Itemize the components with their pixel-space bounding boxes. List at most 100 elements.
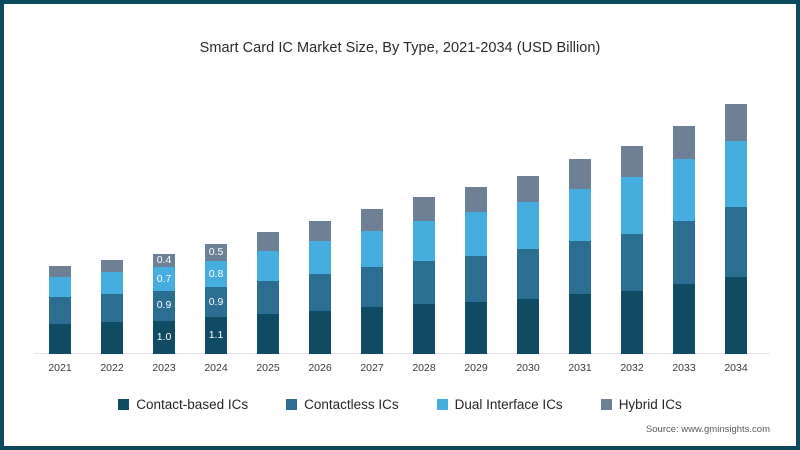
bar-segment[interactable]	[361, 209, 383, 231]
bar-segment[interactable]	[621, 177, 643, 235]
bar-value-label: 1.1	[208, 329, 224, 342]
bar-segment[interactable]	[673, 159, 695, 221]
stacked-bar[interactable]: 0.5 0.8 0.9 1.1	[205, 244, 227, 354]
bar-segment[interactable]	[673, 220, 695, 284]
stacked-bar[interactable]	[569, 159, 591, 354]
stacked-bar[interactable]	[257, 232, 279, 354]
bar-segment[interactable]	[621, 145, 643, 178]
x-tick-2029: 2029	[464, 362, 488, 374]
stacked-bar[interactable]	[725, 104, 747, 354]
stacked-bar[interactable]	[49, 265, 71, 354]
stacked-bar[interactable]	[309, 220, 331, 354]
bar-segment[interactable]: 0.8	[205, 260, 227, 288]
bar-segment[interactable]	[361, 307, 383, 354]
bar-segment[interactable]	[621, 290, 643, 354]
bar-segment[interactable]	[257, 314, 279, 354]
legend-item-0[interactable]: Contact-based ICs	[118, 397, 248, 412]
bar-group	[294, 74, 346, 354]
x-tick-2030: 2030	[516, 362, 540, 374]
bar-segment[interactable]	[465, 212, 487, 256]
x-tick-2027: 2027	[360, 362, 384, 374]
bar-segment[interactable]: 1.0	[153, 320, 175, 354]
bar-segment[interactable]: 0.7	[153, 267, 175, 291]
bar-segment[interactable]	[413, 304, 435, 354]
bar-segment[interactable]	[413, 220, 435, 261]
bar-segment[interactable]	[465, 255, 487, 303]
legend-swatch-icon	[118, 398, 130, 410]
bar-segment[interactable]	[517, 249, 539, 299]
bar-segment[interactable]	[49, 297, 71, 324]
legend-item-3[interactable]: Hybrid ICs	[600, 396, 682, 412]
legend-swatch-icon	[436, 398, 448, 410]
bar-segment[interactable]: 1.1	[205, 317, 227, 354]
bar-segment[interactable]	[465, 302, 487, 354]
x-tick-2024: 2024	[204, 362, 228, 374]
legend-item-2[interactable]: Dual Interface ICs	[436, 397, 563, 412]
bar-group	[710, 74, 762, 354]
legend-label: Hybrid ICs	[618, 396, 682, 412]
bar-segment[interactable]	[465, 187, 487, 213]
bar-segment[interactable]	[621, 234, 643, 291]
bar-segment[interactable]	[257, 280, 279, 314]
bar-segment[interactable]	[101, 322, 123, 354]
bar-segment[interactable]	[569, 294, 591, 354]
bar-segment[interactable]	[569, 159, 591, 190]
bar-segment[interactable]	[569, 240, 591, 294]
x-tick-2034: 2034	[724, 362, 748, 374]
bar-segment[interactable]	[517, 175, 539, 203]
bar-group	[606, 74, 658, 354]
x-tick-2033: 2033	[672, 362, 696, 374]
bar-segment[interactable]	[101, 259, 123, 273]
bar-segment[interactable]	[725, 104, 747, 141]
bar-value-label: 0.5	[208, 246, 224, 259]
bar-segment[interactable]	[101, 272, 123, 295]
bar-group	[34, 74, 86, 354]
bar-segment[interactable]	[49, 277, 71, 298]
bar-segment[interactable]	[725, 140, 747, 208]
bar-segment[interactable]: 0.9	[205, 287, 227, 318]
bar-segment[interactable]	[49, 265, 71, 278]
bar-segment[interactable]	[309, 220, 331, 241]
bar-group	[502, 74, 554, 354]
bar-segment[interactable]	[725, 207, 747, 278]
chart-title: Smart Card IC Market Size, By Type, 2021…	[199, 40, 601, 56]
bar-segment[interactable]	[725, 277, 747, 354]
bar-segment[interactable]	[49, 324, 71, 354]
bar-segment[interactable]: 0.9	[153, 290, 175, 321]
axis-baseline	[34, 353, 770, 354]
bar-segment[interactable]	[101, 294, 123, 323]
bar-segment[interactable]	[309, 240, 331, 275]
bar-group	[242, 74, 294, 354]
bar-segment[interactable]	[309, 274, 331, 311]
bar-segment[interactable]	[413, 197, 435, 221]
stacked-bar[interactable]: 0.4 0.7 0.9 1.0	[153, 254, 175, 354]
bar-segment[interactable]	[569, 189, 591, 241]
x-axis-tick-labels: 2021 2022 2023 2024 2025 2026 2027 2028 2029 2030…	[30, 362, 774, 380]
bar-segment[interactable]	[361, 267, 383, 308]
legend-swatch-icon	[600, 398, 612, 410]
stacked-bar[interactable]	[101, 259, 123, 354]
bar-segment[interactable]	[413, 260, 435, 304]
stacked-bar[interactable]	[673, 125, 695, 354]
bar-group: 0.4 0.7 0.9 1.0	[138, 74, 190, 354]
x-tick-2031: 2031	[568, 362, 592, 374]
bar-segment[interactable]: 0.5	[205, 244, 227, 261]
bar-value-label: 0.9	[156, 299, 172, 312]
bar-segment[interactable]: 0.4	[153, 254, 175, 268]
bar-segment[interactable]	[257, 250, 279, 281]
bar-segment[interactable]	[673, 125, 695, 160]
bar-segment[interactable]	[517, 202, 539, 249]
stacked-bar[interactable]	[413, 197, 435, 354]
legend-item-1[interactable]: Contactless ICs	[286, 397, 399, 412]
bar-value-label: 0.4	[156, 254, 172, 267]
stacked-bar[interactable]	[465, 187, 487, 354]
bar-segment[interactable]	[361, 230, 383, 268]
stacked-bar[interactable]	[517, 175, 539, 354]
bar-segment[interactable]	[257, 232, 279, 251]
legend-label: Contact-based ICs	[136, 396, 249, 412]
bar-segment[interactable]	[517, 299, 539, 354]
bar-segment[interactable]	[673, 284, 695, 354]
bar-segment[interactable]	[309, 310, 331, 354]
stacked-bar[interactable]	[621, 145, 643, 354]
stacked-bar[interactable]	[361, 209, 383, 354]
